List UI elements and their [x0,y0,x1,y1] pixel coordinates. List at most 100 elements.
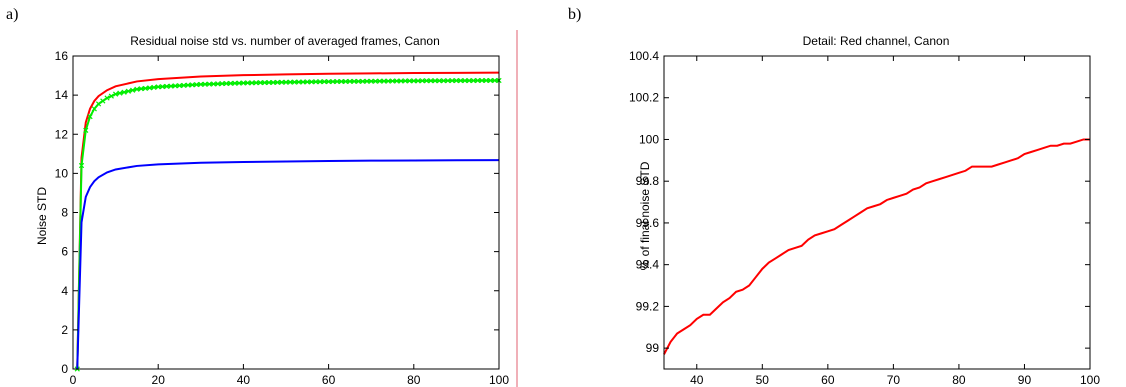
chart-a-x-tick-label: 80 [407,373,421,387]
chart-a-x-tick-label: 40 [237,373,251,387]
chart-a-marker [253,80,259,86]
chart-a-marker [343,78,349,85]
chart-a-x-tick-label: 20 [152,373,166,387]
chart-b-y-tick-label: 99.4 [636,258,660,272]
chart-a-marker [385,78,391,84]
chart-a-marker [121,89,127,95]
chart-b-axes-frame [663,55,1091,370]
chart-a-marker [274,79,281,85]
chart-b-y-tick-label: 100 [639,132,659,146]
chart-a-marker [325,79,332,85]
chart-a-marker [308,79,315,85]
chart-a-marker [313,79,319,85]
chart-a-marker [181,82,187,89]
panel-label-a: a) [6,6,18,23]
chart-a-marker [130,87,136,93]
chart-a-marker [83,127,89,133]
chart-a-marker [223,80,229,87]
chart-a-marker [436,78,442,84]
chart-a-marker [347,78,353,85]
chart-a-marker [236,80,242,86]
chart-a-marker [100,98,106,104]
chart-a-marker [176,83,183,89]
chart-a-y-tick-label: 0 [61,362,68,376]
chart-a-series-line-0 [76,71,500,370]
chart-a-marker [172,83,178,89]
chart-a-marker [168,83,174,89]
chart-a-marker [338,78,345,85]
chart-b-x-tick-label: 50 [756,373,770,387]
chart-a-marker [479,77,485,84]
chart-b-y-tick-label: 100.2 [629,91,659,105]
chart-b-y-tick-label: 99.2 [636,299,660,313]
chart-a-series-markers-1 [74,77,502,372]
chart-a-marker [245,80,251,86]
chart-b-x-tick-label: 40 [690,373,704,387]
chart-a-axes-frame [72,55,500,370]
chart-a-marker [138,86,144,92]
chart-a-marker [287,79,293,85]
chart-a-marker [134,86,140,92]
chart-a-series-line-2 [76,159,500,370]
chart-a-marker [202,81,208,87]
chart-red-detail: Detail: Red channel, Canon % of final no… [629,34,1100,387]
chart-a-marker [355,78,362,84]
chart-a-marker [104,95,110,101]
chart-a-marker [368,78,374,84]
chart-a-marker [432,78,438,84]
chart-a-marker [266,79,272,86]
chart-a-marker [317,79,323,85]
chart-a-marker [142,85,149,91]
chart-a-x-tick-label: 0 [70,373,77,387]
chart-a-marker [402,78,408,84]
chart-b-ylabel: % of final noise STD [638,161,652,270]
chart-a-y-tick-label: 10 [55,166,69,180]
chart-a-marker [87,114,93,120]
chart-a-y-tick-label: 4 [61,284,68,298]
panel-label-b: b) [568,6,581,23]
chart-a-marker [453,78,460,84]
chart-a-marker [270,79,276,86]
chart-a-marker [470,77,477,84]
chart-a-marker [304,79,310,85]
chart-a-marker [78,162,85,169]
chart-a-marker [117,90,123,96]
chart-a-marker [440,78,447,84]
chart-a-marker [206,81,212,87]
chart-a-marker [108,93,114,99]
chart-a-marker [458,78,464,84]
chart-b-series-line-0 [663,138,1090,355]
chart-a-marker [364,78,370,84]
chart-a-ylabel: Noise STD [35,187,49,245]
chart-a-y-tick-label: 12 [55,127,69,141]
chart-a-marker [210,81,217,87]
chart-a-marker [262,79,268,86]
chart-a-marker [445,78,451,84]
chart-a-marker [411,78,417,84]
chart-b-y-tick-label: 99.6 [636,216,660,230]
chart-a-marker [159,84,166,90]
chart-a-marker [406,78,413,84]
chart-a-marker [394,78,400,84]
chart-a-y-tick-label: 6 [61,245,68,259]
chart-b-y-tick-label: 99.8 [636,174,660,188]
chart-a-marker [185,82,191,88]
chart-a-marker [291,79,298,85]
chart-a-marker [360,78,366,84]
chart-a-marker [321,79,327,85]
chart-a-marker [219,81,225,87]
chart-a-marker [112,91,119,97]
chart-a-marker [466,77,472,84]
chart-b-x-tick-label: 80 [952,373,966,387]
chart-a-marker [381,78,387,84]
chart-a-marker [475,77,481,84]
chart-a-marker [351,78,357,85]
chart-a-marker [151,84,157,91]
chart-a-marker [334,78,340,85]
chart-b-x-tick-label: 70 [887,373,901,387]
chart-a-marker [330,78,336,85]
chart-b-y-tick-label: 100.4 [629,49,659,63]
chart-a-marker [449,78,455,84]
chart-a-marker [189,82,195,88]
